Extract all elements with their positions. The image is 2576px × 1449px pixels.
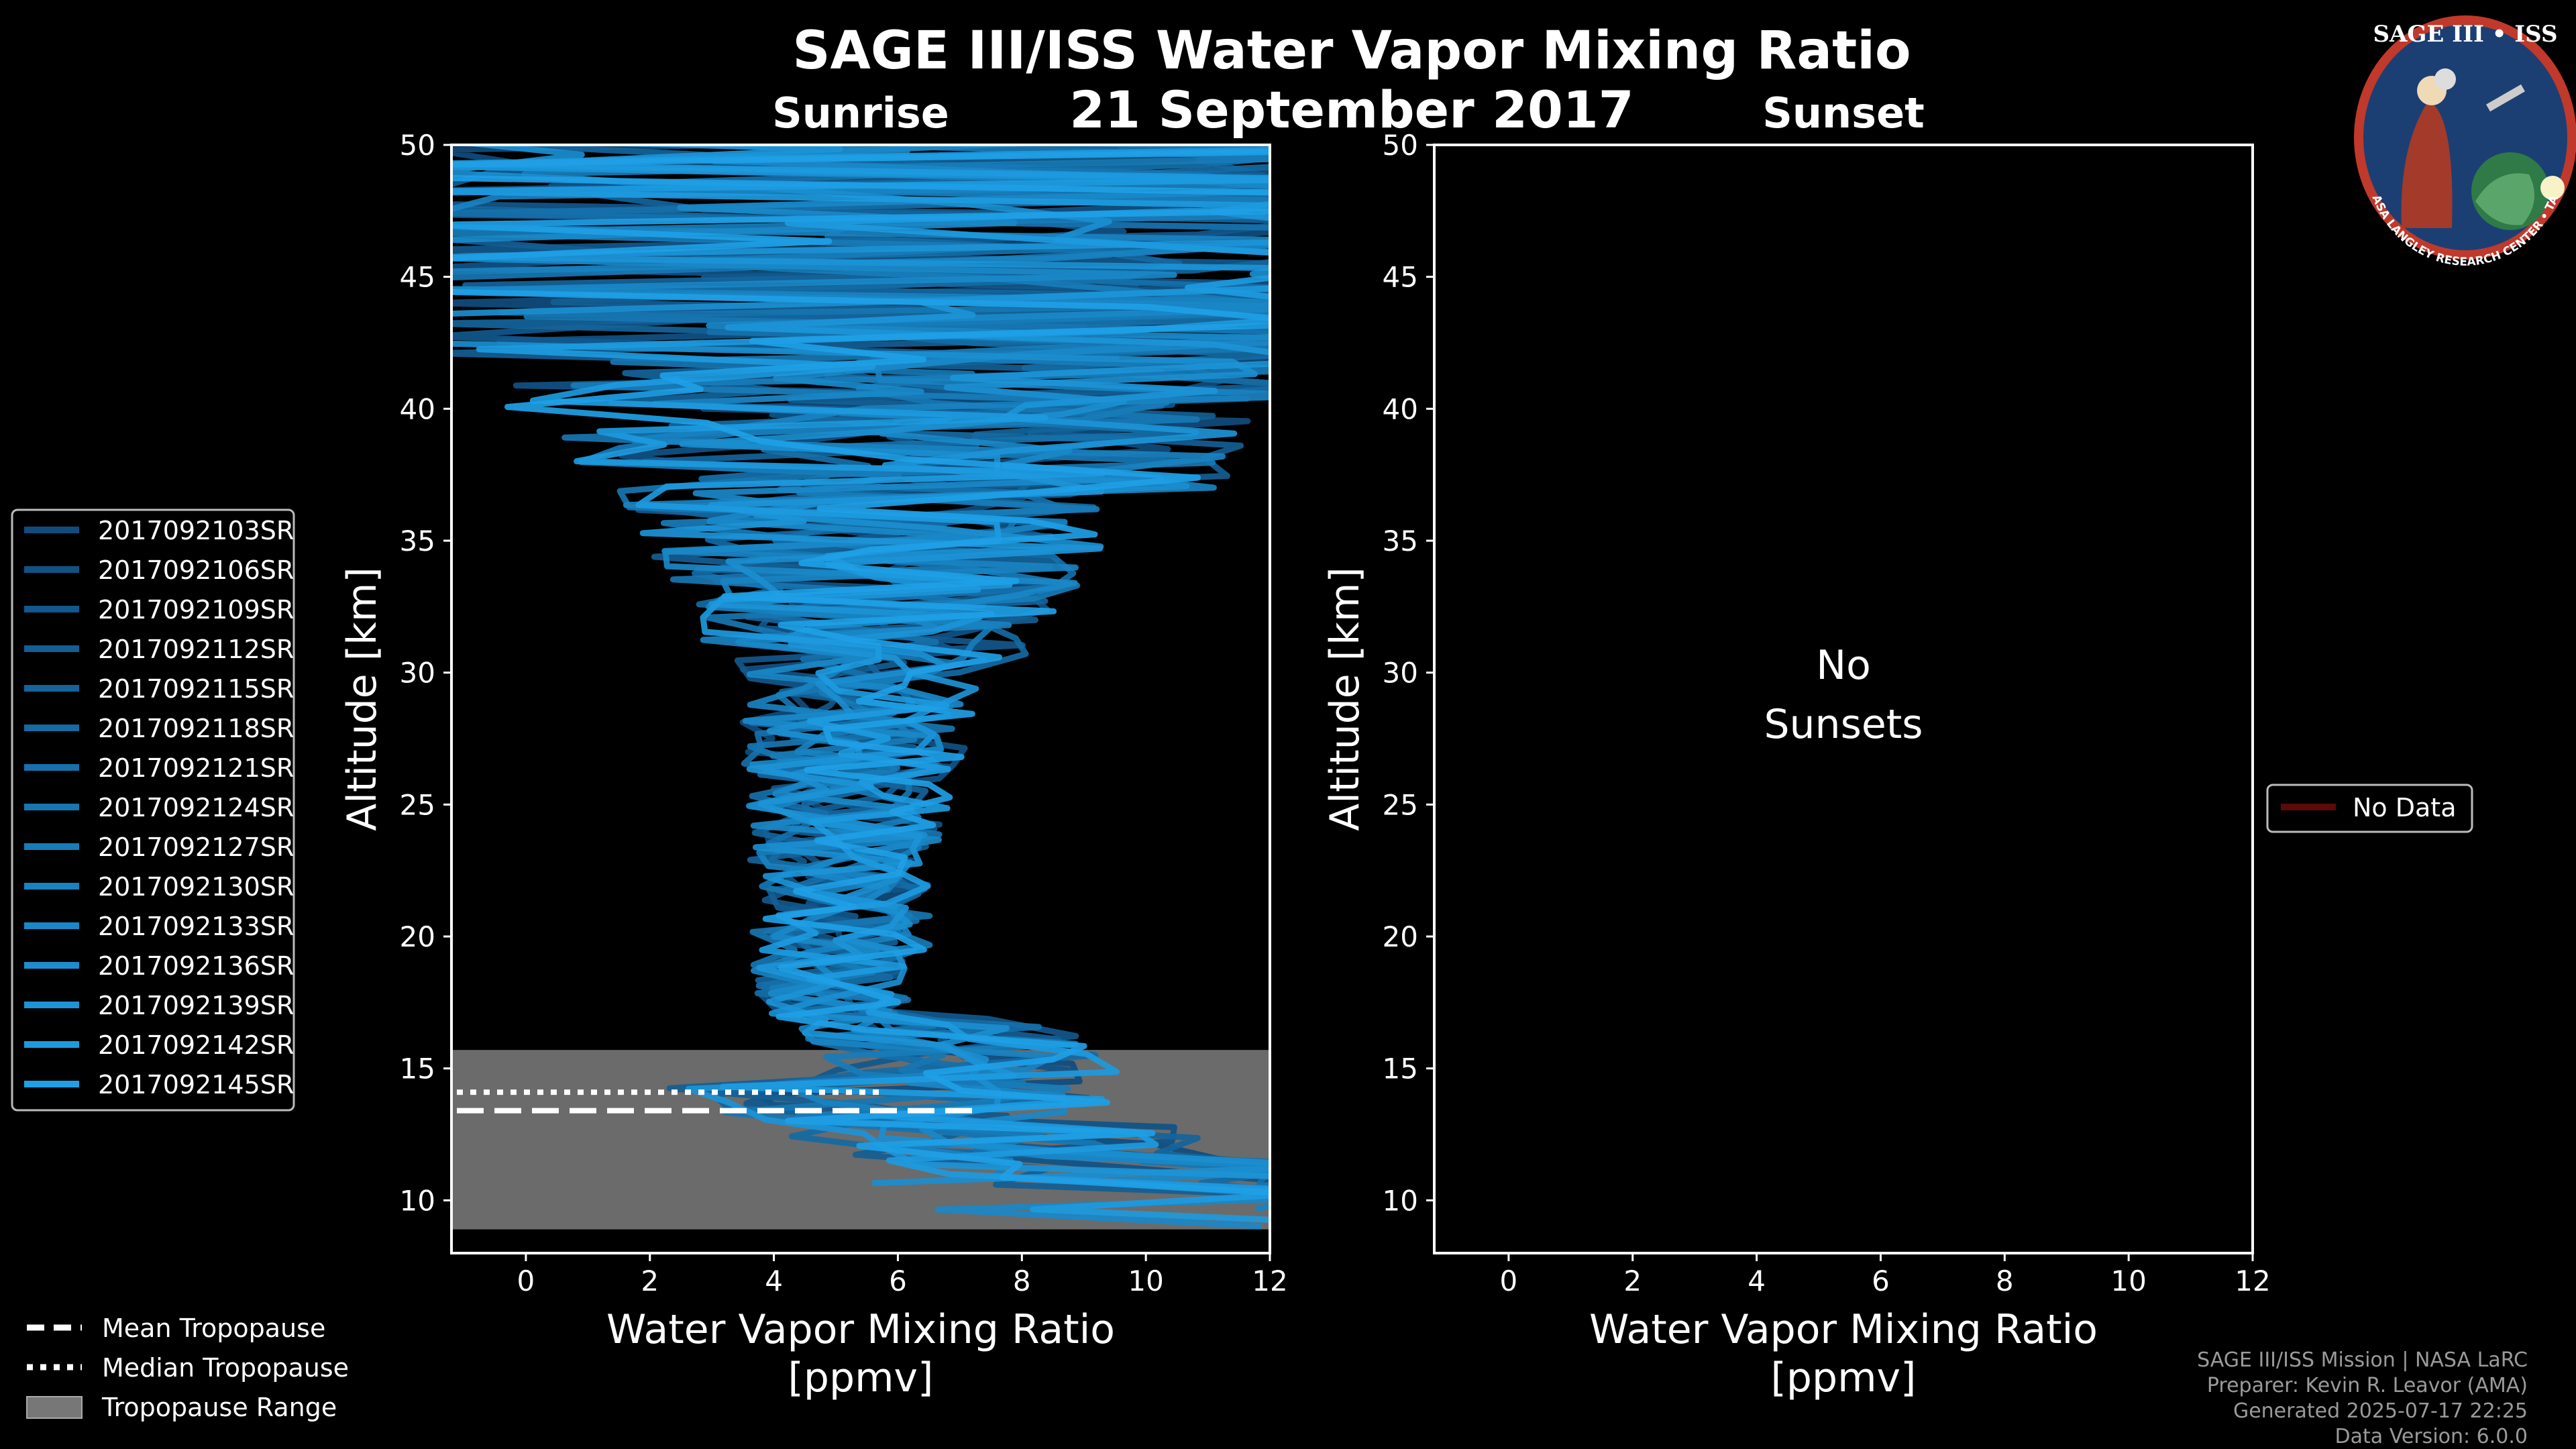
sunrise-ytick-label: 25 (400, 788, 435, 821)
sunset-xtick-label: 10 (2110, 1265, 2146, 1297)
no-data-label: No Data (2353, 793, 2457, 822)
legend-label-2017092136SR: 2017092136SR (98, 951, 294, 981)
legend-label-2017092124SR: 2017092124SR (98, 793, 294, 822)
logo-moon-icon (2434, 68, 2456, 90)
sunset-ticks: 0 2 4 6 8 10 12 10 15 20 25 30 35 40 45 50 (1383, 129, 2271, 1297)
profile-line-2017092136SR (451, 145, 1270, 1187)
no-sunsets-line2: Sunsets (1764, 701, 1923, 748)
sunset-xlabel-line1: Water Vapor Mixing Ratio (1589, 1306, 2098, 1353)
sunset-xtick-label: 8 (1996, 1265, 2014, 1297)
sunrise-ytick-label: 45 (400, 261, 435, 294)
sunset-ytick-label: 35 (1383, 525, 1418, 557)
no-sunsets-line1: No (1816, 642, 1871, 689)
legend-label-2017092121SR: 2017092121SR (98, 753, 294, 783)
sunset-ytick-label: 25 (1383, 788, 1418, 821)
tropopause-range-label: Tropopause Range (101, 1393, 337, 1422)
sunset-xtick-label: 0 (1500, 1265, 1518, 1297)
sunset-ytick-label: 50 (1383, 129, 1418, 162)
sunrise-ytick-label: 35 (400, 525, 435, 557)
sunrise-axes-frame (450, 144, 1271, 1254)
sunset-ytick-label: 20 (1383, 920, 1418, 953)
sunset-ytick-label: 10 (1383, 1184, 1418, 1217)
sunrise-ticks: 0 2 4 6 8 10 12 10 15 20 25 30 35 40 45 50 (400, 129, 1288, 1297)
footer-preparer: Preparer: Kevin R. Leavor (AMA) (2207, 1374, 2528, 1397)
footer-mission: SAGE III/ISS Mission | NASA LaRC (2197, 1348, 2528, 1372)
tropopause-legend: Mean Tropopause Median Tropopause Tropop… (26, 1313, 349, 1422)
sunset-ytick-label: 40 (1383, 392, 1418, 425)
sunrise-legend: 2017092103SR 2017092106SR 2017092109SR 2017… (11, 508, 295, 1112)
sunrise-legend-frame (11, 508, 295, 1112)
logo-iss-icon (2486, 84, 2525, 112)
legend-label-2017092139SR: 2017092139SR (98, 991, 294, 1020)
legend-label-2017092118SR: 2017092118SR (98, 714, 294, 743)
legend-label-2017092109SR: 2017092109SR (98, 595, 294, 625)
sunrise-panel: 0 2 4 6 8 10 12 10 15 20 25 30 35 40 45 50 Altitude [km… (339, 129, 1288, 1401)
sunset-ylabel: Altitude [km] (1322, 567, 1368, 831)
logo-sun-icon (2540, 176, 2565, 200)
sunset-legend: No Data (2266, 784, 2473, 833)
logo-title: SAGE III • ISS (2373, 21, 2557, 48)
logo-continent-icon (2475, 173, 2534, 225)
legend-label-2017092142SR: 2017092142SR (98, 1030, 294, 1060)
sunrise-ytick-label: 30 (400, 657, 435, 690)
sunrise-ytick-label: 10 (400, 1184, 435, 1217)
sunrise-xlabel-line2: [ppmv] (788, 1354, 934, 1401)
legend-label-2017092112SR: 2017092112SR (98, 635, 294, 664)
legend-label-2017092127SR: 2017092127SR (98, 833, 294, 862)
figure-title: SAGE III/ISS Water Vapor Mixing Ratio (792, 21, 1911, 81)
logo-figure-icon (2401, 101, 2453, 228)
sunset-xlabel-line2: [ppmv] (1771, 1354, 1917, 1401)
sunrise-xlabel-line1: Water Vapor Mixing Ratio (606, 1306, 1115, 1353)
sunset-axes-frame (1433, 144, 2254, 1254)
figure-date: 21 September 2017 (1069, 80, 1633, 140)
sunset-ytick-label: 30 (1383, 657, 1418, 690)
sunrise-xtick-label: 2 (641, 1265, 659, 1297)
sunset-xtick-label: 2 (1623, 1265, 1642, 1297)
sunset-legend-frame (2266, 784, 2473, 833)
footer-generated: Generated 2025-07-17 22:25 (2233, 1399, 2528, 1423)
sunrise-profiles (451, 145, 1270, 1230)
sunrise-ytick-label: 15 (400, 1053, 435, 1085)
sunset-ytick-label: 45 (1383, 261, 1418, 294)
sunrise-xtick-label: 8 (1013, 1265, 1031, 1297)
sunrise-ytick-label: 40 (400, 392, 435, 425)
sunrise-xtick-label: 0 (517, 1265, 535, 1297)
legend-label-2017092145SR: 2017092145SR (98, 1070, 294, 1099)
tropopause-markers (457, 1089, 979, 1114)
sunset-xtick-label: 4 (1748, 1265, 1766, 1297)
profile-line-2017092145SR (451, 149, 1270, 1195)
sunrise-subtitle: Sunrise (772, 89, 949, 138)
sunset-subtitle: Sunset (1762, 89, 1925, 138)
mean-tropopause-label: Mean Tropopause (102, 1313, 325, 1343)
sunrise-xtick-label: 6 (889, 1265, 907, 1297)
sunset-xtick-label: 6 (1872, 1265, 1890, 1297)
sunrise-ylabel: Altitude [km] (339, 567, 386, 831)
sunset-panel: 0 2 4 6 8 10 12 10 15 20 25 30 35 40 45 50 Altitude [km… (1322, 129, 2271, 1401)
sunrise-ytick-label: 20 (400, 920, 435, 953)
tropopause-range-swatch (26, 1396, 83, 1419)
sunrise-xtick-label: 10 (1128, 1265, 1163, 1297)
legend-label-2017092133SR: 2017092133SR (98, 912, 294, 941)
legend-label-2017092103SR: 2017092103SR (98, 516, 294, 545)
sunrise-ytick-label: 50 (400, 129, 435, 162)
median-tropopause-label: Median Tropopause (102, 1353, 349, 1383)
sunset-ytick-label: 15 (1383, 1053, 1418, 1085)
footer-version: Data Version: 6.0.0 (2335, 1425, 2528, 1448)
sunset-xtick-label: 12 (2235, 1265, 2270, 1297)
legend-label-2017092130SR: 2017092130SR (98, 872, 294, 902)
legend-label-2017092115SR: 2017092115SR (98, 674, 294, 704)
sunrise-xtick-label: 4 (765, 1265, 783, 1297)
legend-label-2017092106SR: 2017092106SR (98, 555, 294, 585)
footer: SAGE III/ISS Mission | NASA LaRC Prepare… (2197, 1348, 2528, 1448)
sunrise-xtick-label: 12 (1252, 1265, 1287, 1297)
